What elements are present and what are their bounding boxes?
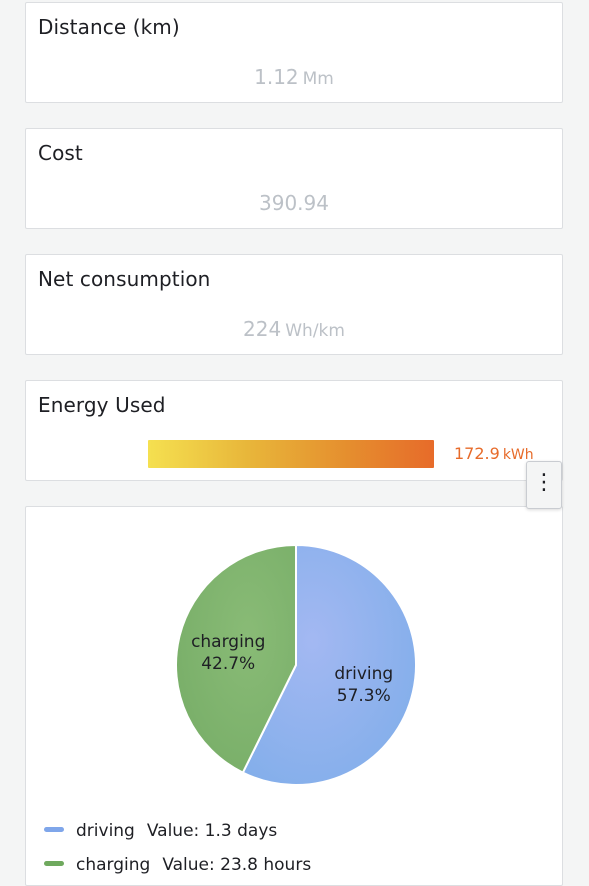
legend-value: Value: 23.8 hours [162,855,312,875]
legend-value: Value: 1.3 days [146,821,278,841]
pie-slice-driving[interactable] [241,543,417,786]
net-consumption-panel: Net consumption 224 Wh/km [25,254,563,355]
pie-slice-charging[interactable] [175,543,297,774]
energy-number: 172.9 [454,444,500,463]
stat-unit: Mm [302,69,334,89]
time-split-panel: driving 57.3% charging 42.7% driving Value: … [25,506,563,886]
panel-title: Net consumption [38,267,211,291]
pie-label-name: driving [334,664,393,684]
legend-swatch [44,826,64,832]
legend-swatch [44,860,64,866]
stat-unit: Wh/km [285,321,345,341]
more-vertical-icon: ⋮ [533,470,555,495]
panel-title: Energy Used [38,393,166,417]
energy-bar-fill [148,440,434,468]
panel-title: Distance (km) [38,15,180,39]
energy-value: 172.9 kWh [454,444,534,463]
legend-label: driving [76,821,135,841]
panel-menu-button[interactable]: ⋮ [526,461,562,509]
legend-item-driving[interactable]: driving Value: 1.3 days [44,821,277,841]
legend-item-charging[interactable]: charging Value: 23.8 hours [44,855,311,875]
stat-number: 390.94 [259,191,329,215]
energy-bar [148,440,434,468]
pie-label-percent: 42.7% [201,654,255,674]
pie-label-name: charging [191,632,265,652]
cost-panel: Cost 390.94 [25,128,563,229]
distance-panel: Distance (km) 1.12 Mm [25,2,563,103]
stat-number: 224 [243,317,282,341]
panel-title: Cost [38,141,83,165]
pie-label-percent: 57.3% [337,686,391,706]
stat-value: 390.94 [26,191,562,215]
stat-value: 224 Wh/km [26,317,562,341]
stat-number: 1.12 [254,65,299,89]
energy-unit: kWh [502,447,534,463]
stat-value: 1.12 Mm [26,65,562,89]
energy-used-panel: Energy Used 172.9 kWh [25,380,563,481]
legend-label: charging [76,855,151,875]
